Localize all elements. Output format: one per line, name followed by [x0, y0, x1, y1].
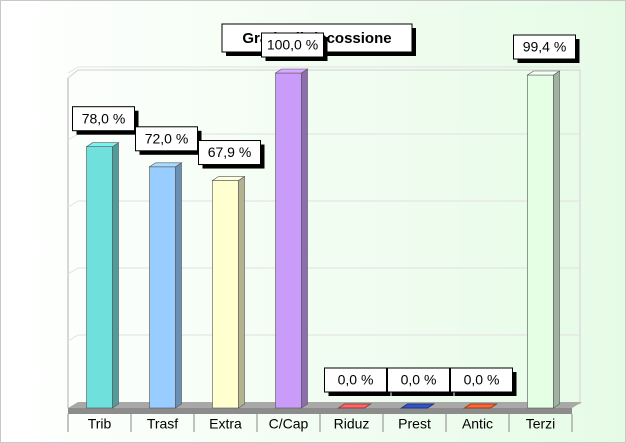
- value-label: 0,0 %: [338, 372, 374, 388]
- bar-front: [275, 72, 302, 409]
- value-label-box: [72, 106, 135, 132]
- bar: [336, 403, 373, 409]
- x-tick-label: C/Cap: [269, 416, 309, 432]
- grid-line: [67, 200, 79, 208]
- bar: [526, 70, 561, 409]
- bar: [85, 142, 120, 409]
- grid-line: [67, 66, 79, 74]
- bar-side: [301, 68, 308, 409]
- bar: [399, 403, 436, 409]
- x-tick-label: Terzi: [526, 416, 556, 432]
- x-tick-label: Extra: [209, 416, 242, 432]
- floor-edge: [68, 408, 572, 414]
- floor: [68, 402, 582, 408]
- x-tick-label: Antic: [462, 416, 493, 432]
- bar: [462, 403, 499, 409]
- grid-line: [67, 267, 79, 275]
- bar-top: [211, 176, 246, 181]
- bar-front: [86, 146, 113, 409]
- grid-line: [67, 334, 79, 342]
- value-label: 0,0 %: [464, 372, 500, 388]
- value-label: 72,0 %: [145, 131, 189, 147]
- bar: [274, 68, 309, 409]
- value-label-box: [513, 34, 576, 60]
- value-label: 67,9 %: [208, 144, 252, 160]
- bar-top: [274, 68, 309, 74]
- value-label: 0,0 %: [401, 372, 437, 388]
- bar-side: [553, 70, 560, 409]
- bar-front: [212, 180, 239, 409]
- bar-side: [112, 142, 119, 409]
- value-label: 100,0 %: [267, 37, 318, 53]
- value-label: 99,4 %: [523, 39, 567, 55]
- bar-front: [149, 166, 176, 409]
- value-label-box: [135, 126, 198, 152]
- bar-top: [526, 70, 561, 76]
- x-tick-label: Riduz: [334, 416, 370, 432]
- grid-line: [67, 133, 79, 141]
- bar-top: [85, 142, 120, 147]
- value-label-box: [324, 367, 387, 393]
- bar: [211, 175, 246, 409]
- value-label-box: [387, 367, 450, 393]
- value-label-box: [198, 140, 261, 166]
- x-tick-label: Trasf: [147, 416, 178, 432]
- bar-front: [527, 74, 554, 409]
- bar: [148, 162, 183, 409]
- x-tick-label: Prest: [398, 416, 431, 432]
- bar-top: [148, 162, 183, 168]
- x-tick-label: Trib: [88, 416, 112, 432]
- value-label-box: [261, 32, 324, 58]
- bar-side: [238, 175, 245, 409]
- value-label-box: [450, 367, 513, 393]
- value-label: 78,0 %: [82, 110, 126, 126]
- bar-side: [175, 162, 182, 409]
